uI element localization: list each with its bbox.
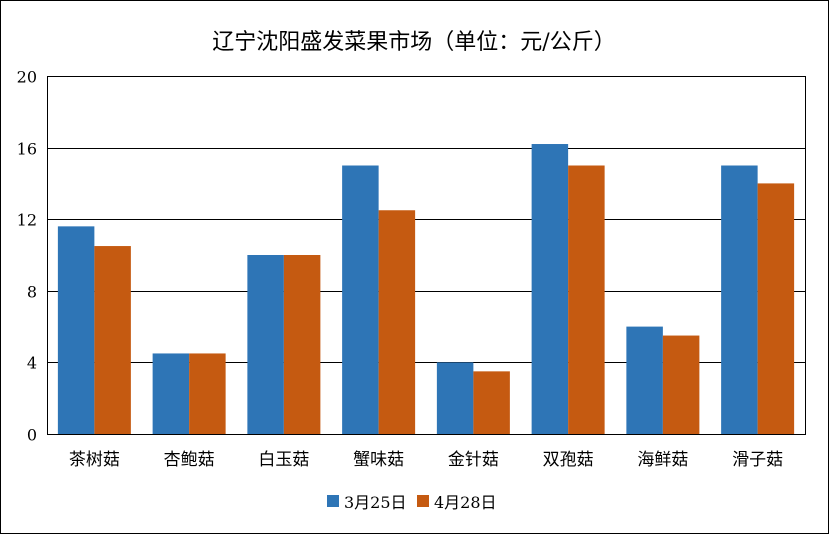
- category-label: 白玉菇: [258, 450, 309, 470]
- bar-series-2: [757, 183, 795, 434]
- bar-series-1: [247, 255, 284, 434]
- legend-label-series-2: 4月28日: [434, 493, 497, 512]
- legend: 3月25日 4月28日: [327, 493, 497, 512]
- category-label: 金针菇: [448, 450, 499, 470]
- bar-series-2: [283, 255, 321, 434]
- bar-series-1: [531, 144, 569, 434]
- y-tick-label: 16: [17, 140, 37, 159]
- category-label: 双孢菇: [543, 450, 594, 470]
- category-label: 海鲜菇: [637, 450, 688, 470]
- bar-series-2: [189, 353, 226, 434]
- category-label: 杏鲍菇: [164, 450, 215, 470]
- legend-label-series-1: 3月25日: [344, 493, 407, 512]
- bar-series-2: [94, 246, 131, 434]
- bar-series-2: [473, 371, 510, 434]
- bars: [57, 144, 795, 434]
- bar-series-2: [662, 335, 700, 434]
- bar-series-1: [626, 326, 663, 434]
- chart-title: 辽宁沈阳盛发菜果市场（单位：元/公斤）: [212, 30, 615, 55]
- bar-series-2: [568, 165, 605, 434]
- legend-swatch-series-1: [327, 495, 339, 507]
- bar-series-1: [436, 362, 474, 434]
- y-tick-label: 8: [27, 283, 37, 302]
- bar-series-1: [721, 165, 758, 434]
- y-tick-label: 4: [27, 354, 37, 373]
- axes: [47, 76, 806, 435]
- bar-series-1: [152, 353, 190, 434]
- y-tick-label: 12: [17, 211, 37, 230]
- plot-frame: [47, 76, 806, 435]
- y-tick-label: 0: [27, 426, 37, 445]
- legend-swatch-series-2: [417, 495, 429, 507]
- category-label: 滑子菇: [732, 450, 783, 470]
- bar-series-2: [378, 210, 416, 434]
- axis-labels: 0 4 8 12 16 20 茶树菇 杏鲍菇 白玉菇 蟹味菇 金针菇 双孢菇 海鲜菇 滑子菇: [17, 68, 783, 471]
- category-label: 茶树菇: [69, 450, 120, 470]
- bar-series-1: [57, 226, 95, 434]
- y-tick-label: 20: [17, 68, 37, 87]
- bar-series-1: [342, 165, 379, 434]
- category-label: 蟹味菇: [353, 450, 404, 470]
